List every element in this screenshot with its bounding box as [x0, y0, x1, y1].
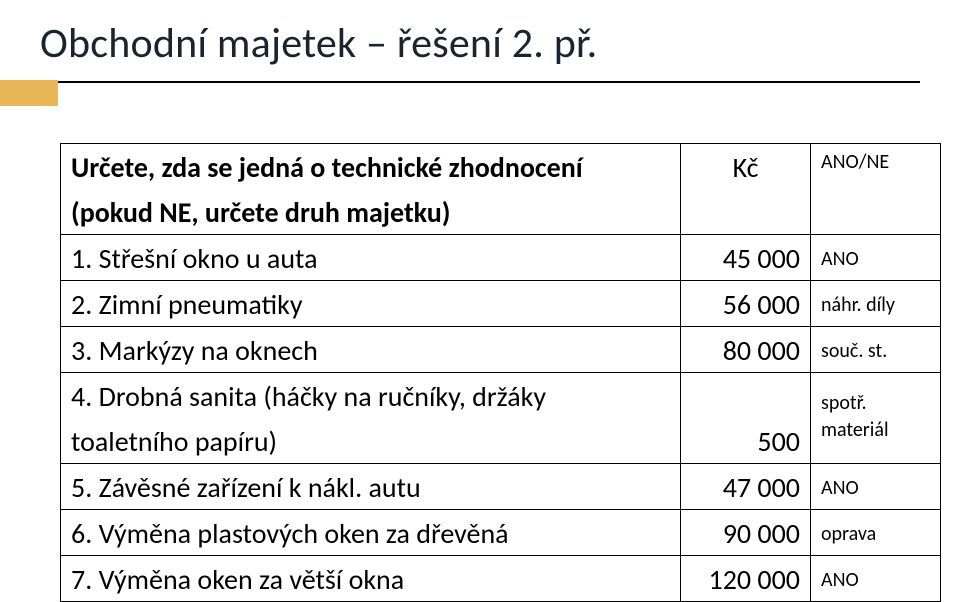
data-table: Určete, zda se jedná o technické zhodnoc… [60, 143, 941, 602]
title-underline [40, 81, 920, 83]
cell-desc-bot: toaletního papíru) [61, 418, 681, 464]
header-note: ANO/NE [811, 144, 941, 190]
table-row: 6. Výměna plastových oken za dřevěná 90 … [61, 510, 941, 556]
cell-note: ANO [811, 235, 941, 281]
cell-amt: 90 000 [681, 510, 811, 556]
cell-note-bot: materiál [811, 418, 941, 464]
cell-note: oprava [811, 510, 941, 556]
header-note-blank [811, 189, 941, 235]
cell-desc: 5. Závěsné zařízení k nákl. autu [61, 464, 681, 510]
slide: Obchodní majetek – řešení 2. př. Určete,… [0, 0, 960, 569]
accent-bar [0, 80, 58, 106]
table-header-row-2: (pokud NE, určete druh majetku) [61, 189, 941, 235]
table-row: 2. Zimní pneumatiky 56 000 náhr. díly [61, 281, 941, 327]
cell-amt: 80 000 [681, 327, 811, 373]
table-row: 3. Markýzy na oknech 80 000 souč. st. [61, 327, 941, 373]
cell-note: náhr. díly [811, 281, 941, 327]
cell-desc: 2. Zimní pneumatiky [61, 281, 681, 327]
cell-note: souč. st. [811, 327, 941, 373]
table-row-split-bot: toaletního papíru) 500 materiál [61, 418, 941, 464]
cell-amt: 56 000 [681, 281, 811, 327]
header-desc-bottom: (pokud NE, určete druh majetku) [61, 189, 681, 235]
cell-desc: 7. Výměna oken za větší okna [61, 556, 681, 602]
cell-desc: 1. Střešní okno u auta [61, 235, 681, 281]
cell-note: ANO [811, 556, 941, 602]
page-title: Obchodní majetek – řešení 2. př. [40, 18, 920, 75]
table-row: 5. Závěsné zařízení k nákl. autu 47 000 … [61, 464, 941, 510]
table-row-split-top: 4. Drobná sanita (háčky na ručníky, držá… [61, 373, 941, 419]
cell-desc-top: 4. Drobná sanita (háčky na ručníky, držá… [61, 373, 681, 419]
table-row: 7. Výměna oken za větší okna 120 000 ANO [61, 556, 941, 602]
cell-amt: 47 000 [681, 464, 811, 510]
cell-note: ANO [811, 464, 941, 510]
header-amount-blank [681, 189, 811, 235]
cell-amt: 45 000 [681, 235, 811, 281]
cell-note-top: spotř. [811, 373, 941, 419]
table-wrap: Určete, zda se jedná o technické zhodnoc… [60, 143, 940, 602]
table-row: 1. Střešní okno u auta 45 000 ANO [61, 235, 941, 281]
cell-amt: 120 000 [681, 556, 811, 602]
cell-desc: 3. Markýzy na oknech [61, 327, 681, 373]
cell-amt-blank [681, 373, 811, 419]
header-amount: Kč [681, 144, 811, 190]
cell-amt: 500 [681, 418, 811, 464]
cell-desc: 6. Výměna plastových oken za dřevěná [61, 510, 681, 556]
title-row: Obchodní majetek – řešení 2. př. [40, 18, 920, 83]
header-desc-top: Určete, zda se jedná o technické zhodnoc… [61, 144, 681, 190]
table-header-row-1: Určete, zda se jedná o technické zhodnoc… [61, 144, 941, 190]
